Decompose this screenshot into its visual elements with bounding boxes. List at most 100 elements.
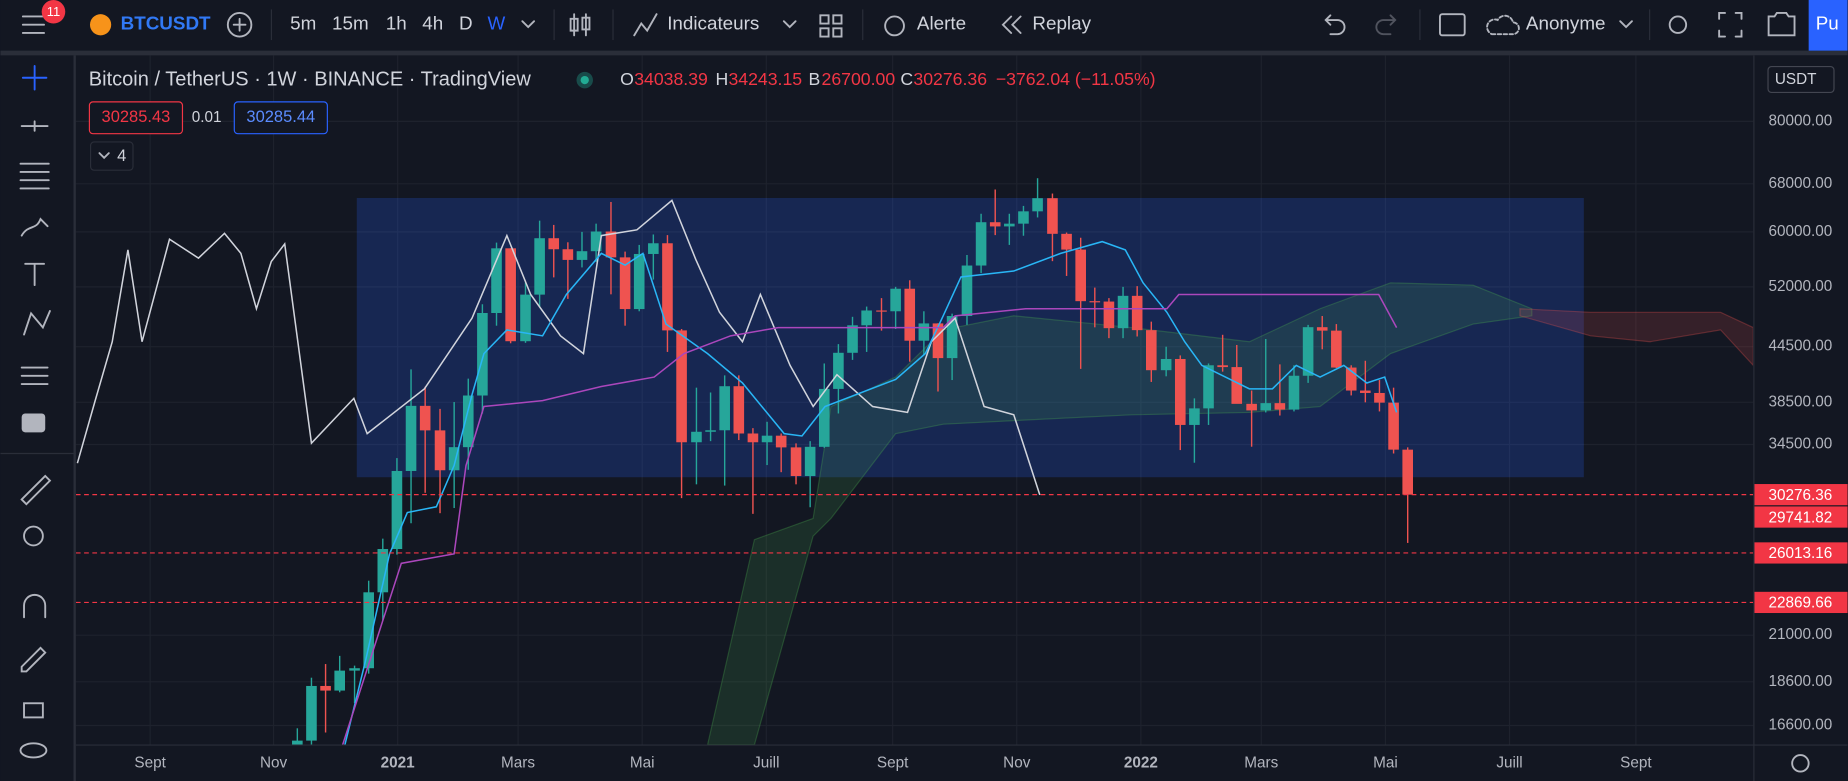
candle-body	[1260, 403, 1272, 411]
candle-body	[747, 433, 759, 443]
candle-body	[1231, 367, 1243, 404]
candle-body	[320, 685, 331, 691]
candle-body	[733, 386, 745, 434]
interval[interactable]: 4h	[422, 13, 443, 34]
candle-body	[918, 323, 930, 341]
account-button[interactable]: Anonyme	[1526, 13, 1606, 34]
candle-body	[1246, 403, 1257, 411]
ohlc-label: H	[715, 69, 728, 89]
indicators-button[interactable]: Indicateurs	[667, 13, 759, 34]
axis-settings[interactable]	[1791, 754, 1810, 773]
interval[interactable]: D	[459, 13, 473, 34]
crosshair-tool[interactable]	[21, 65, 48, 91]
interval[interactable]: 15m	[332, 13, 369, 34]
publish-button[interactable]	[1808, 0, 1848, 51]
candle-body	[548, 238, 560, 250]
snapshot-button[interactable]	[1767, 12, 1796, 37]
indicators-toggle[interactable]	[89, 141, 134, 171]
x-tick-label: Mai	[1373, 754, 1398, 771]
interval[interactable]: 5m	[290, 13, 316, 34]
brush-tool[interactable]	[20, 217, 49, 237]
candle-body	[477, 313, 488, 396]
sell-price: 30285.43	[102, 108, 171, 126]
y-tick-label: 52000.00	[1769, 278, 1833, 295]
x-tick-label: Sept	[134, 754, 166, 771]
chart-title: Bitcoin / TetherUS · 1W · BINANCE · Trad…	[89, 68, 532, 90]
ohlc-label: B	[809, 69, 821, 89]
ichimoku-cloud	[1519, 308, 1754, 367]
fib-tool[interactable]	[19, 162, 50, 190]
candle-body	[292, 740, 303, 745]
chart-type-button[interactable]	[569, 13, 591, 37]
candle-body	[833, 352, 844, 389]
candle-body	[1331, 330, 1342, 368]
candle-body	[1131, 295, 1143, 331]
interval-active[interactable]: W	[488, 13, 506, 34]
replay-icon	[1001, 15, 1022, 34]
candle-body	[1004, 223, 1015, 227]
y-tick-label: 34500.00	[1769, 436, 1833, 453]
interval[interactable]: 1h	[386, 13, 407, 34]
lock-tool[interactable]	[23, 702, 44, 719]
text-tool[interactable]	[24, 262, 45, 287]
candle-body	[349, 668, 360, 671]
price-label: 26013.16	[1769, 545, 1833, 562]
replay-button[interactable]: Replay	[1032, 13, 1091, 34]
ruler-tool[interactable]	[20, 474, 52, 506]
compare-button[interactable]	[226, 12, 253, 38]
plot-area	[75, 178, 1754, 745]
symbol[interactable]: BTCUSDT	[121, 13, 211, 34]
candle-body	[818, 388, 830, 447]
pattern-tool[interactable]	[23, 310, 51, 336]
candle-body	[562, 249, 574, 260]
price-label: 29741.82	[1769, 509, 1833, 526]
layout-button[interactable]	[819, 14, 843, 38]
menu-icon	[21, 15, 45, 34]
fullscreen-button[interactable]	[1718, 12, 1743, 38]
redo-button[interactable]	[1375, 14, 1397, 36]
buy-button[interactable]	[233, 101, 328, 135]
currency-button[interactable]	[1767, 65, 1835, 94]
change: −3762.04 (−11.05%)	[996, 69, 1156, 89]
candle-body	[648, 243, 659, 254]
candle-body	[946, 316, 958, 359]
candle-body	[1345, 367, 1357, 391]
undo-button[interactable]	[1324, 14, 1346, 36]
candle-body	[705, 430, 716, 432]
visibility-tool[interactable]	[19, 742, 48, 759]
chevron[interactable]	[1619, 20, 1633, 29]
prediction-tool[interactable]	[20, 366, 49, 385]
lock-draw-tool[interactable]	[20, 646, 47, 673]
candle-body	[419, 405, 431, 431]
candle-body	[462, 395, 474, 448]
x-tick-label: Mai	[630, 754, 655, 771]
x-tick-label: Nov	[1003, 754, 1031, 771]
candle-body	[1075, 249, 1086, 302]
candle-body	[1174, 358, 1186, 425]
sell-button[interactable]	[88, 101, 184, 135]
publish-label: Pu	[1816, 13, 1839, 34]
candle-body	[961, 265, 973, 317]
y-tick-label: 16600.00	[1769, 717, 1833, 734]
chevron[interactable]	[782, 20, 797, 29]
settings-button[interactable]	[1668, 15, 1688, 34]
candle-body	[1145, 330, 1157, 371]
x-tick-label: Sept	[1620, 754, 1652, 771]
zoom-tool[interactable]	[23, 525, 44, 547]
candle-body	[633, 253, 645, 310]
candle-body	[1274, 403, 1286, 410]
trend-line-tool[interactable]	[20, 120, 49, 132]
candle-body	[1189, 408, 1200, 425]
ohlc-value: 30276.36	[913, 69, 987, 89]
layout-save-button[interactable]	[1439, 13, 1466, 37]
alert-button[interactable]: Alerte	[917, 13, 966, 34]
x-tick-label: Mars	[1244, 754, 1278, 771]
icon-tool[interactable]	[21, 413, 46, 433]
candle-body	[676, 330, 687, 443]
magnet-tool[interactable]	[23, 594, 47, 619]
candle-body	[932, 323, 944, 359]
chevron[interactable]	[521, 20, 536, 29]
x-tick-label: Juill	[1496, 754, 1522, 771]
menu-button[interactable]	[21, 15, 45, 34]
indicator-line	[341, 293, 1398, 745]
